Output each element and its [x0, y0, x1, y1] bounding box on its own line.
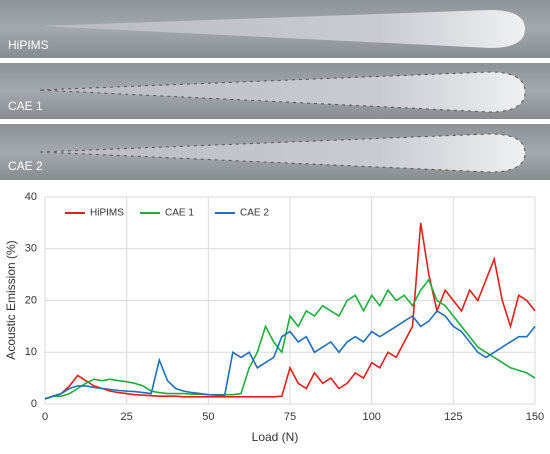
y-tick-label: 40 — [25, 191, 37, 203]
x-tick-label: 50 — [202, 411, 214, 423]
x-tick-label: 125 — [444, 411, 462, 423]
y-tick-label: 0 — [31, 398, 37, 410]
data-line — [44, 278, 536, 400]
y-tick-label: 10 — [25, 346, 37, 358]
x-axis-label: Load (N) — [252, 430, 299, 444]
y-axis-label: Acoustic Emission (%) — [4, 240, 18, 359]
x-tick-label: 0 — [42, 411, 48, 423]
x-tick-label: 25 — [121, 411, 133, 423]
image-label: HiPIMS — [8, 38, 49, 52]
scratch-track — [39, 71, 526, 113]
scratch-track — [39, 133, 526, 173]
x-tick-label: 100 — [362, 411, 380, 423]
x-tick-label: 75 — [284, 411, 296, 423]
legend-label: CAE 2 — [240, 208, 269, 219]
legend-label: CAE 1 — [165, 208, 194, 219]
y-tick-label: 20 — [25, 294, 37, 306]
data-line — [44, 309, 536, 400]
legend-label: HiPIMS — [90, 208, 124, 219]
x-tick-label: 150 — [526, 411, 544, 423]
scratch-track — [40, 10, 525, 48]
y-tick-label: 30 — [25, 243, 37, 255]
image-label: CAE 1 — [8, 99, 43, 113]
micrographs: HiPIMS CAE 1 CAE 2 — [0, 0, 550, 180]
data-line — [44, 222, 536, 400]
image-label: CAE 2 — [8, 159, 43, 173]
